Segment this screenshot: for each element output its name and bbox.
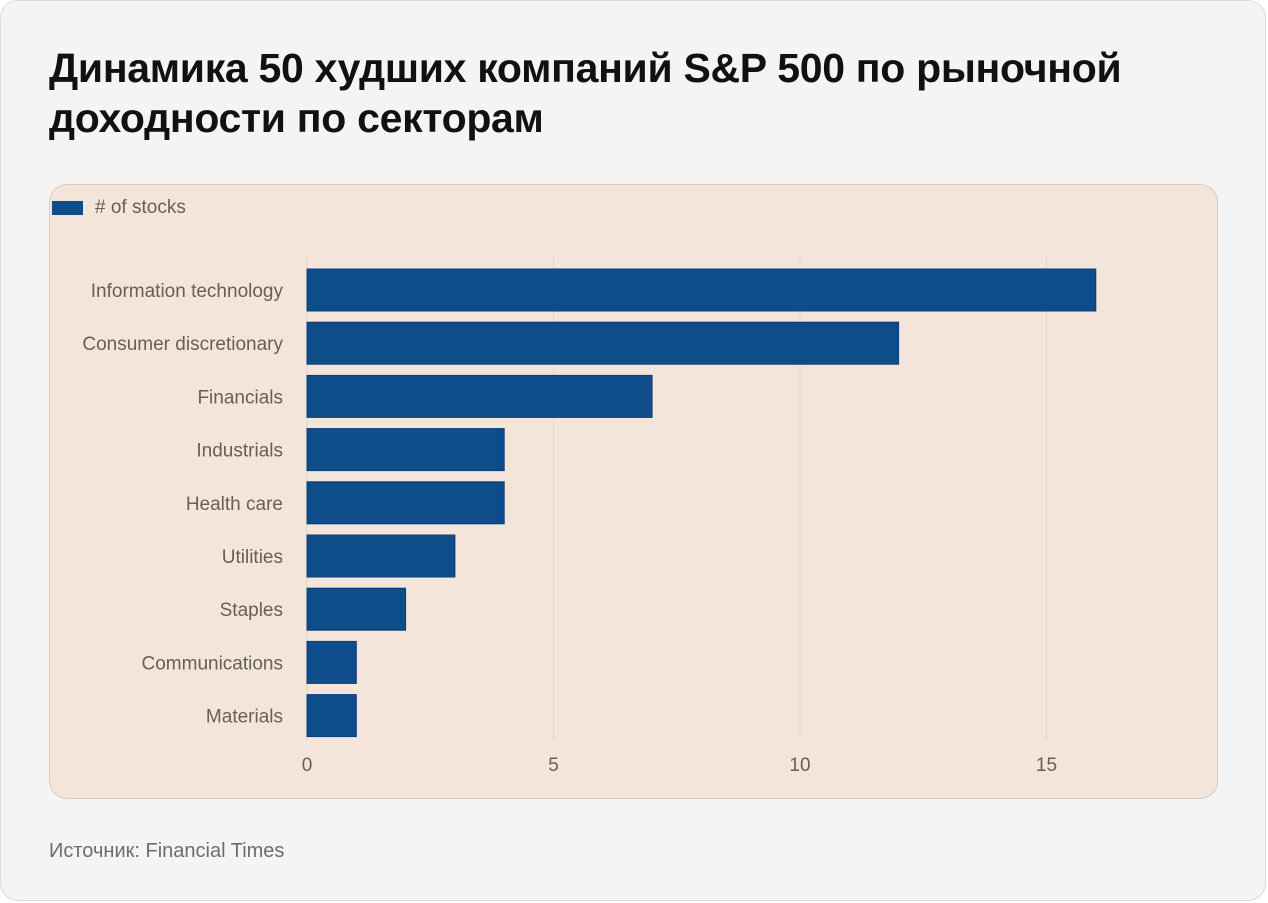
category-label: Information technology bbox=[91, 281, 284, 302]
bar bbox=[306, 428, 505, 472]
category-label: Utilities bbox=[222, 547, 283, 568]
category-label: Staples bbox=[220, 600, 283, 621]
x-tick-label: 5 bbox=[548, 755, 559, 776]
legend-swatch bbox=[52, 201, 83, 215]
bar-chart: Information technology Consumer discretio… bbox=[82, 255, 1097, 776]
source-note: Источник: Financial Times bbox=[49, 840, 285, 862]
x-tick-label: 15 bbox=[1036, 755, 1057, 776]
bar bbox=[306, 587, 407, 631]
category-label: Health care bbox=[186, 494, 283, 515]
category-label: Consumer discretionary bbox=[82, 334, 283, 355]
category-label: Financials bbox=[197, 387, 283, 408]
category-label: Materials bbox=[206, 707, 283, 728]
bar bbox=[306, 374, 653, 418]
bar bbox=[306, 268, 1097, 312]
x-tick-label: 10 bbox=[789, 755, 810, 776]
legend-label: # of stocks bbox=[95, 197, 186, 218]
bar bbox=[306, 481, 505, 525]
bar bbox=[306, 321, 900, 365]
legend: # of stocks bbox=[52, 197, 186, 219]
chart-panel: # of stocks Information technology Consum… bbox=[49, 184, 1218, 799]
bar bbox=[306, 694, 357, 738]
category-label: Communications bbox=[142, 653, 284, 674]
bar bbox=[306, 534, 456, 578]
bar bbox=[306, 640, 357, 684]
category-label: Industrials bbox=[196, 441, 283, 462]
page-title: Динамика 50 худших компаний S&P 500 по р… bbox=[49, 45, 1122, 141]
x-tick-label: 0 bbox=[302, 755, 313, 776]
